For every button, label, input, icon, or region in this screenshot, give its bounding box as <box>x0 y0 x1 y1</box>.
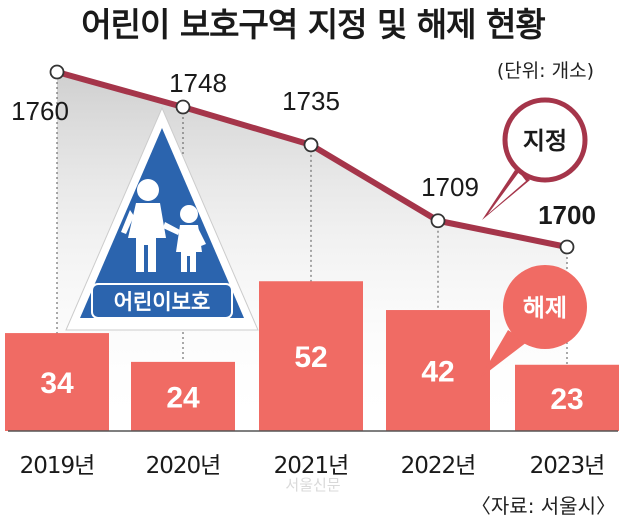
point-label-지정-2019년: 1760 <box>11 96 69 126</box>
source-note: 〈자료: 서울시〉 <box>470 494 616 518</box>
chart-title: 어린이 보호구역 지정 및 해제 현황 <box>81 5 545 44</box>
point-지정-2020년 <box>175 99 191 115</box>
point-label-지정-2021년: 1735 <box>282 86 340 116</box>
watermark: 서울신문 <box>285 476 340 494</box>
point-지정-2022년 <box>430 213 446 229</box>
point-label-지정-2023년: 1700 <box>538 200 596 230</box>
bar-label-2021년: 52 <box>294 341 327 374</box>
point-지정-2019년 <box>49 64 65 80</box>
x-tick-2020년: 2020년 <box>146 453 221 479</box>
bar-해제-2022년 <box>386 310 490 431</box>
x-tick-2023년: 2023년 <box>530 453 605 479</box>
unit-label: (단위: 개소) <box>496 60 594 82</box>
bar-해제-2021년 <box>259 281 363 431</box>
legend-label-해제: 해제 <box>523 294 567 322</box>
point-label-지정-2022년: 1709 <box>421 172 479 202</box>
sign-text: 어린이보호 <box>114 290 211 314</box>
point-지정-2023년 <box>559 239 575 255</box>
bar-label-2022년: 42 <box>421 356 454 389</box>
bar-해제-2019년 <box>5 333 109 431</box>
bar-label-2019년: 34 <box>40 367 74 400</box>
point-지정-2021년 <box>303 137 319 153</box>
x-tick-2021년: 2021년 <box>274 453 349 479</box>
sign-label-box <box>91 283 233 319</box>
legend-label-지정: 지정 <box>523 127 567 155</box>
legend-bubbles: 지정 해제 <box>480 97 588 378</box>
bar-label-2023년: 23 <box>550 383 583 416</box>
bar-해제-2023년 <box>515 364 619 431</box>
bar-label-2020년: 24 <box>166 381 200 414</box>
children-pictogram <box>121 179 206 272</box>
legend-bubble-지정: 지정 <box>482 97 588 220</box>
bar-series-해제: 34 24 52 42 23 <box>5 281 619 431</box>
x-axis-ticks: 2019년 2020년 2021년 2022년 2023년 <box>20 453 606 479</box>
point-label-지정-2020년: 1748 <box>169 68 227 98</box>
line-series-지정: 1760 1748 1735 1709 1700 <box>11 64 596 255</box>
legend-bubble-해제: 해제 <box>480 265 587 378</box>
school-zone-sign: 어린이보호 <box>65 106 259 331</box>
x-tick-2022년: 2022년 <box>401 453 476 479</box>
x-tick-2019년: 2019년 <box>20 453 95 479</box>
bar-해제-2020년 <box>131 361 235 431</box>
